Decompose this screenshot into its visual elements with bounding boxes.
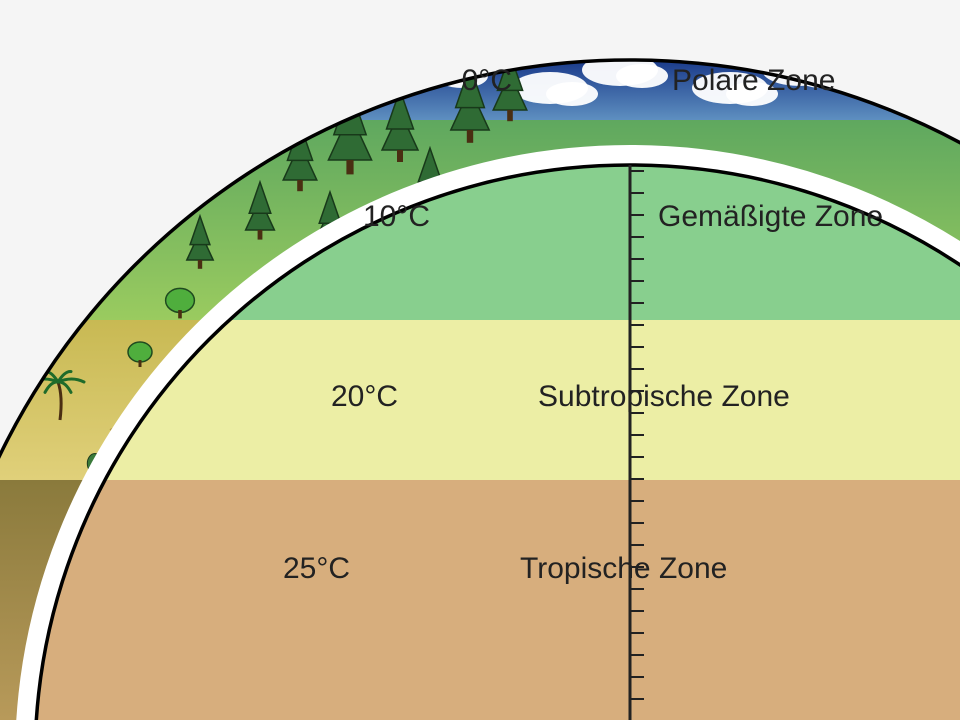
temp-label-subtropical: 20°C: [298, 380, 398, 414]
temp-label-polar: 0°C: [412, 64, 512, 98]
climate-zones-diagram: 0°C Polare Zone 10°C Gemäßigte Zone 20°C Subt…: [0, 0, 960, 720]
globe-svg: [0, 0, 960, 720]
temp-label-tropical: 25°C: [250, 552, 350, 586]
zone-label-subtropical: Subtropische Zone: [538, 380, 790, 414]
zone-label-temperate: Gemäßigte Zone: [658, 200, 883, 234]
zone-label-tropical: Tropische Zone: [520, 552, 727, 586]
zone-label-polar: Polare Zone: [672, 64, 835, 98]
temp-label-temperate: 10°C: [330, 200, 430, 234]
